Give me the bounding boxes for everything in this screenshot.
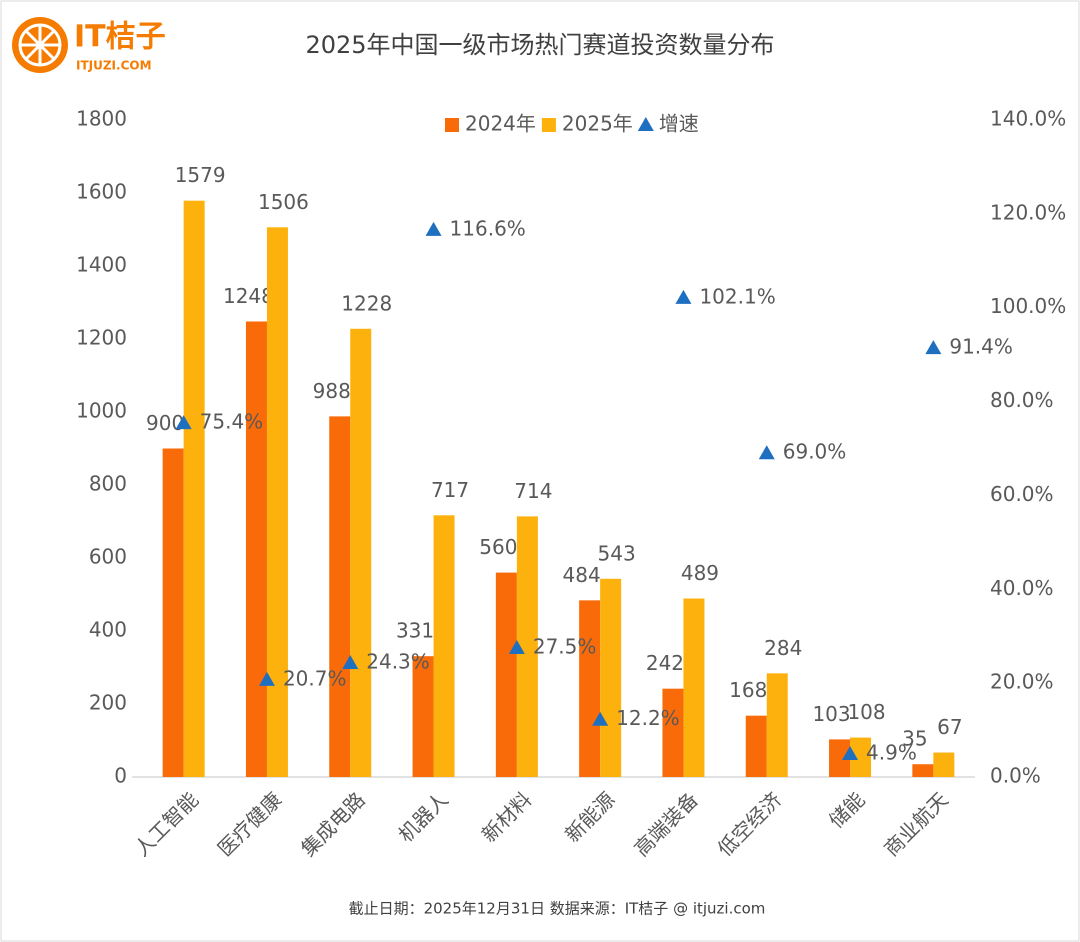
- y2-tick-label: 140.0%: [990, 107, 1066, 131]
- y-tick-label: 1000: [76, 399, 127, 423]
- bar-label: 168: [729, 678, 767, 702]
- y-tick-label: 400: [89, 618, 127, 642]
- bar-label: 67: [937, 715, 962, 739]
- bar: [600, 578, 622, 777]
- bar: [912, 764, 934, 777]
- bar: [579, 600, 601, 777]
- y2-tick-label: 20.0%: [990, 670, 1054, 694]
- growth-label: 4.9%: [866, 741, 917, 765]
- bar: [683, 598, 705, 777]
- bar: [850, 737, 872, 777]
- bar-label: 900: [146, 411, 184, 435]
- legend-swatch: [541, 118, 556, 132]
- y-tick-label: 1600: [76, 180, 127, 204]
- y2-tick-label: 40.0%: [990, 576, 1054, 600]
- logo-name: IT桔子: [74, 20, 166, 55]
- bar: [433, 515, 455, 777]
- legend-marker: [637, 117, 654, 131]
- growth-marker: [925, 340, 942, 355]
- growth-label: 69.0%: [783, 440, 847, 464]
- y-tick-label: 1800: [76, 107, 127, 131]
- bar: [162, 448, 184, 777]
- growth-marker: [842, 746, 859, 761]
- bar-label: 242: [646, 651, 684, 675]
- bar-label: 560: [479, 535, 517, 559]
- growth-marker: [592, 711, 609, 726]
- bar-label: 543: [598, 541, 636, 565]
- logo-url: ITJUZI.COM: [76, 59, 152, 73]
- legend-label: 2024年: [465, 112, 536, 136]
- growth-label: 102.1%: [699, 284, 775, 308]
- bar-label: 331: [396, 619, 434, 643]
- bar: [350, 328, 372, 777]
- bar: [829, 739, 851, 777]
- y2-tick-label: 120.0%: [990, 200, 1066, 224]
- growth-label: 24.3%: [366, 649, 430, 673]
- bar: [183, 200, 205, 778]
- bar-label: 489: [681, 561, 719, 585]
- chart-title: 2025年中国一级市场热门赛道投资数量分布: [305, 31, 774, 59]
- bar: [412, 656, 434, 777]
- bar-label: 717: [431, 478, 469, 502]
- logo: IT桔子 ITJUZI.COM: [12, 17, 166, 73]
- y2-tick-label: 100.0%: [990, 294, 1066, 318]
- bar: [662, 688, 684, 777]
- growth-marker: [175, 415, 192, 430]
- y2-tick-label: 60.0%: [990, 482, 1054, 506]
- bar: [933, 752, 955, 777]
- y-tick-label: 800: [89, 472, 127, 496]
- y2-tick-label: 0.0%: [990, 764, 1041, 788]
- growth-marker: [508, 639, 525, 654]
- growth-marker: [425, 221, 442, 236]
- y-tick-label: 600: [89, 545, 127, 569]
- growth-label: 27.5%: [533, 634, 597, 658]
- growth-marker: [342, 654, 359, 669]
- bar-label: 108: [847, 700, 885, 724]
- bar: [495, 572, 517, 777]
- bar: [245, 321, 267, 777]
- y-tick-label: 200: [89, 691, 127, 715]
- legend-label: 增速: [659, 112, 699, 136]
- growth-label: 116.6%: [450, 216, 526, 240]
- legend-label: 2025年: [562, 112, 633, 136]
- bar: [329, 416, 351, 777]
- bar-label: 1579: [175, 163, 226, 187]
- growth-marker: [258, 671, 275, 686]
- bar-label: 484: [563, 563, 601, 587]
- bar-label: 988: [313, 379, 351, 403]
- bar-label: 284: [764, 636, 802, 660]
- bar: [766, 673, 788, 777]
- chart-note: 截止日期：2025年12月31日 数据来源：IT桔子 @ itjuzi.com: [349, 900, 766, 918]
- bar-label: 1228: [341, 291, 392, 315]
- growth-label: 91.4%: [949, 335, 1013, 359]
- bar: [745, 715, 767, 777]
- growth-marker: [675, 289, 692, 304]
- bar-label: 1506: [258, 190, 309, 214]
- y-tick-label: 1400: [76, 253, 127, 277]
- bar-label: 714: [514, 479, 552, 503]
- y-tick-label: 0: [114, 764, 127, 788]
- bar: [266, 227, 288, 777]
- y-tick-label: 1200: [76, 326, 127, 350]
- growth-label: 75.4%: [200, 410, 264, 434]
- bar-label: 103: [812, 702, 850, 726]
- growth-marker: [758, 445, 775, 460]
- bar: [516, 516, 538, 777]
- growth-label: 20.7%: [283, 666, 347, 690]
- logo-icon-segments: [20, 25, 60, 65]
- legend-swatch: [445, 118, 459, 132]
- y2-tick-label: 80.0%: [990, 388, 1054, 412]
- growth-label: 12.2%: [616, 706, 680, 730]
- bar-label: 1248: [223, 284, 274, 308]
- bar-label: 35: [902, 727, 927, 751]
